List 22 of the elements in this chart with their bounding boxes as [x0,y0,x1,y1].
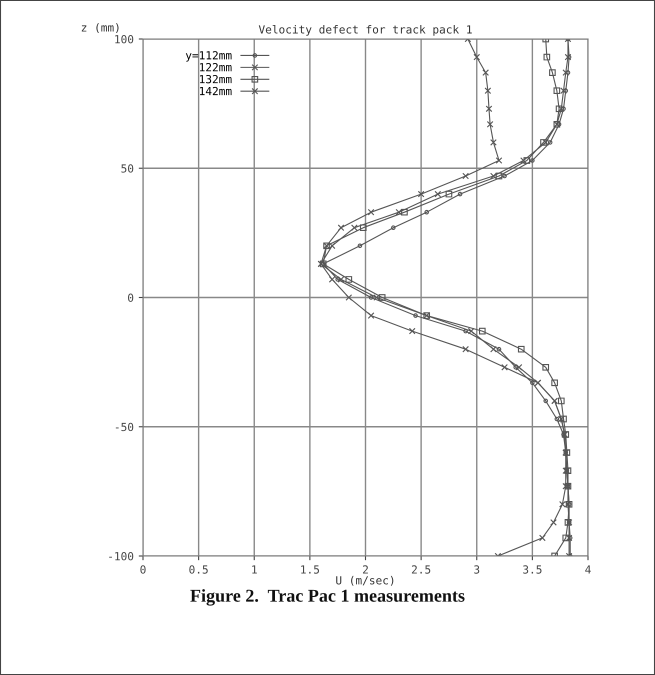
x-tick-label: 1 [252,565,257,574]
x-tick-label: 3.5 [523,565,542,574]
x-tick-label: 0.5 [189,565,208,574]
x-axis-title: U (m/sec) [336,576,394,586]
x-tick-label: 2.5 [412,565,430,574]
y-tick-label: 50 [121,164,134,173]
x-tick-label: 4 [585,565,591,574]
chart-title: Velocity defect for track pack 1 [258,24,472,36]
caption: Figure 2. Trac Pac 1 measurements [190,589,465,606]
x-tick-label: 0 [140,565,146,574]
x-tick-label: 1.5 [301,565,320,574]
y-tick-label: -50 [116,422,134,432]
x-tick-label: 2 [362,565,368,574]
legend-label: 132mm [200,74,232,84]
legend-label: y=112mm [186,51,232,62]
y-tick-label: 0 [128,294,134,302]
y-tick-label: -100 [109,552,134,560]
y-tick-label: 100 [115,35,134,44]
legend-label: 122mm [200,63,232,72]
x-tick-label: 3 [474,565,480,574]
legend-label: 142mm [200,86,232,96]
y-axis-title: z (mm) [82,23,119,33]
